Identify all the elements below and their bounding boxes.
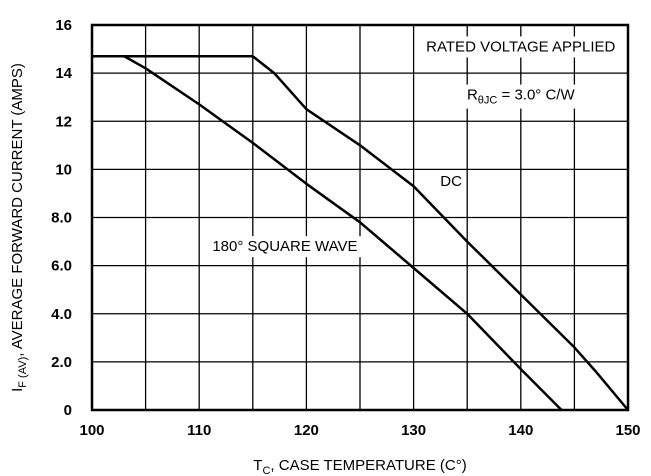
x-axis-label: TC, CASE TEMPERATURE (C°)	[253, 457, 466, 476]
y-tick-label: 4.0	[51, 306, 72, 323]
y-tick-labels: 0 2.0 4.0 6.0 8.0 10 12 14 16	[51, 17, 73, 419]
y-tick-label: 10	[55, 161, 72, 178]
series-dc-label: DC	[440, 173, 462, 190]
resistance-annotation: RθJC = 3.0° C/W	[467, 87, 576, 107]
y-axis-label-rest: , AVERAGE FORWARD CURRENT (AMPS)	[9, 63, 26, 357]
y-tick-label: 14	[55, 65, 72, 82]
x-tick-label: 110	[187, 422, 211, 439]
condition-annotation: RATED VOLTAGE APPLIED	[426, 38, 615, 55]
grid-lines	[91, 24, 629, 411]
resistance-annotation-bg	[462, 84, 580, 109]
y-tick-label: 6.0	[51, 258, 72, 275]
series-lines	[92, 55, 629, 411]
resistance-main: R	[467, 87, 478, 104]
y-axis-label-main: I	[9, 388, 26, 392]
y-tick-label: 2.0	[51, 354, 72, 371]
series-line-square-wave	[92, 55, 563, 411]
y-axis-label-sub: F (AV)	[17, 357, 29, 388]
resistance-rest: = 3.0° C/W	[497, 87, 575, 104]
series-square-wave-label-bg	[208, 236, 362, 258]
y-tick-label: 8.0	[51, 210, 72, 227]
y-tick-label: 0	[64, 402, 72, 419]
x-axis-label-sub: C	[262, 465, 270, 476]
x-tick-label: 130	[401, 422, 426, 439]
x-axis-label-main: T	[253, 457, 262, 474]
x-tick-label: 100	[79, 422, 104, 439]
y-tick-label: 12	[55, 113, 72, 130]
series-line-dc	[92, 55, 629, 411]
resistance-sub: θJC	[478, 95, 498, 107]
x-axis-label-rest: , CASE TEMPERATURE (C°)	[270, 457, 466, 474]
x-tick-labels: 100 110 120 130 140 150	[79, 422, 640, 439]
x-tick-label: 140	[508, 422, 533, 439]
series-dc-label-bg	[436, 171, 467, 193]
series-square-wave-label: 180° SQUARE WAVE	[212, 238, 357, 255]
x-tick-label: 120	[294, 422, 319, 439]
plot-frame	[90, 23, 630, 412]
x-tick-label: 150	[615, 422, 640, 439]
y-axis-label: IF (AV), AVERAGE FORWARD CURRENT (AMPS)	[9, 63, 29, 392]
condition-annotation-bg	[422, 36, 620, 58]
y-tick-label: 16	[55, 17, 72, 34]
